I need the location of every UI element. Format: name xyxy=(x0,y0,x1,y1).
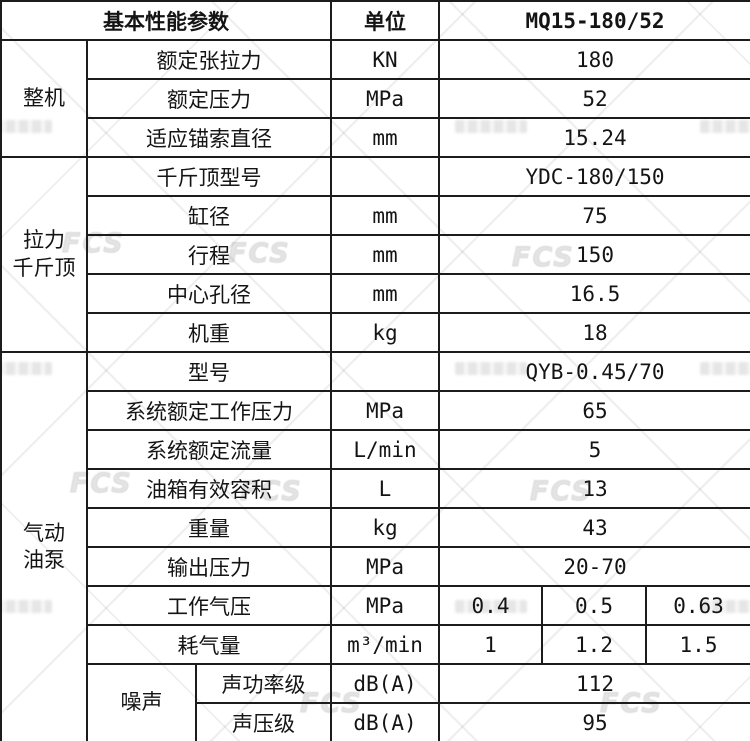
table-row: 输出压力 MPa 20-70 xyxy=(1,546,750,587)
value-cell: QYB-0.45/70 xyxy=(438,351,750,392)
value-cell: 52 xyxy=(438,78,750,119)
table-row: 耗气量 m³/min 1 1.2 1.5 xyxy=(1,624,750,665)
unit-label xyxy=(330,351,440,392)
table-row: 缸径 mm 75 xyxy=(1,195,750,236)
param-label: 油箱有效容积 xyxy=(86,468,332,509)
header-basic-params: 基本性能参数 xyxy=(0,0,332,41)
value-cell: 1.5 xyxy=(645,624,750,665)
unit-label: MPa xyxy=(330,390,440,431)
value-cell: 112 xyxy=(438,663,750,704)
param-label: 声功率级 xyxy=(195,663,332,704)
unit-label: kg xyxy=(330,312,440,353)
table-row: 整机 额定张拉力 KN 180 xyxy=(0,39,750,158)
table-row: 系统额定工作压力 MPa 65 xyxy=(1,390,750,431)
value-cell: 16.5 xyxy=(438,273,750,314)
unit-label: dB(A) xyxy=(330,702,440,741)
table-row: 机重 kg 18 xyxy=(1,312,750,353)
unit-label: mm xyxy=(330,234,440,275)
value-cell: 20-70 xyxy=(438,546,750,587)
unit-label: MPa xyxy=(330,78,440,119)
table-row: 气动 油泵 型号 QYB-0.45/70 xyxy=(0,351,750,741)
param-label: 输出压力 xyxy=(86,546,332,587)
value-cell: 43 xyxy=(438,507,750,548)
table-row: 油箱有效容积 L 13 xyxy=(1,468,750,509)
value-cell: YDC-180/150 xyxy=(438,156,750,197)
value-cell: 1 xyxy=(438,624,543,665)
value-cell: 75 xyxy=(438,195,750,236)
param-label: 适应锚索直径 xyxy=(86,117,332,158)
table-row: 重量 kg 43 xyxy=(1,507,750,548)
unit-label: kg xyxy=(330,507,440,548)
param-label: 额定张拉力 xyxy=(86,39,332,80)
table-row: 行程 mm 150 xyxy=(1,234,750,275)
value-cell: 0.63 xyxy=(645,585,750,626)
unit-label: L/min xyxy=(330,429,440,470)
table-row: 声压级 dB(A) 95 xyxy=(1,702,750,741)
header-unit: 单位 xyxy=(330,0,440,41)
value-cell: 1.2 xyxy=(541,624,647,665)
param-label: 耗气量 xyxy=(86,624,332,665)
table-row: 中心孔径 mm 16.5 xyxy=(1,273,750,314)
table-row: 噪声 声功率级 dB(A) 112 xyxy=(1,663,750,741)
value-cell: 180 xyxy=(438,39,750,80)
group-whole-machine: 整机 xyxy=(0,39,88,158)
value-cell: 5 xyxy=(438,429,750,470)
param-label: 系统额定工作压力 xyxy=(86,390,332,431)
param-label: 工作气压 xyxy=(86,585,332,626)
param-label: 型号 xyxy=(86,351,332,392)
header-model: MQ15-180/52 xyxy=(438,0,750,41)
value-cell: 13 xyxy=(438,468,750,509)
param-label: 缸径 xyxy=(86,195,332,236)
table-row: 额定压力 MPa 52 xyxy=(1,78,750,119)
unit-label xyxy=(330,156,440,197)
param-label: 重量 xyxy=(86,507,332,548)
group-tension-jack: 拉力 千斤顶 xyxy=(0,156,88,353)
unit-label: MPa xyxy=(330,546,440,587)
subgroup-noise: 噪声 xyxy=(86,663,197,741)
table-row: 适应锚索直径 mm 15.24 xyxy=(1,117,750,158)
value-cell: 15.24 xyxy=(438,117,750,158)
unit-label: MPa xyxy=(330,585,440,626)
unit-label: mm xyxy=(330,117,440,158)
value-cell: 150 xyxy=(438,234,750,275)
group-pneumatic-pump: 气动 油泵 xyxy=(0,351,88,741)
unit-label: KN xyxy=(330,39,440,80)
value-cell: 18 xyxy=(438,312,750,353)
header-row: 基本性能参数 单位 MQ15-180/52 xyxy=(0,0,750,41)
unit-label: m³/min xyxy=(330,624,440,665)
param-label: 机重 xyxy=(86,312,332,353)
param-label: 千斤顶型号 xyxy=(86,156,332,197)
param-label: 额定压力 xyxy=(86,78,332,119)
table-row: 系统额定流量 L/min 5 xyxy=(1,429,750,470)
value-cell: 0.4 xyxy=(438,585,543,626)
unit-label: L xyxy=(330,468,440,509)
unit-label: dB(A) xyxy=(330,663,440,704)
unit-label: mm xyxy=(330,273,440,314)
param-label: 行程 xyxy=(86,234,332,275)
value-cell: 65 xyxy=(438,390,750,431)
table-row: 工作气压 MPa 0.4 0.5 0.63 xyxy=(1,585,750,626)
param-label: 系统额定流量 xyxy=(86,429,332,470)
param-label: 声压级 xyxy=(195,702,332,741)
unit-label: mm xyxy=(330,195,440,236)
param-label: 中心孔径 xyxy=(86,273,332,314)
value-cell: 95 xyxy=(438,702,750,741)
value-cell: 0.5 xyxy=(541,585,647,626)
table-row: 拉力 千斤顶 千斤顶型号 YDC-180/150 xyxy=(0,156,750,353)
